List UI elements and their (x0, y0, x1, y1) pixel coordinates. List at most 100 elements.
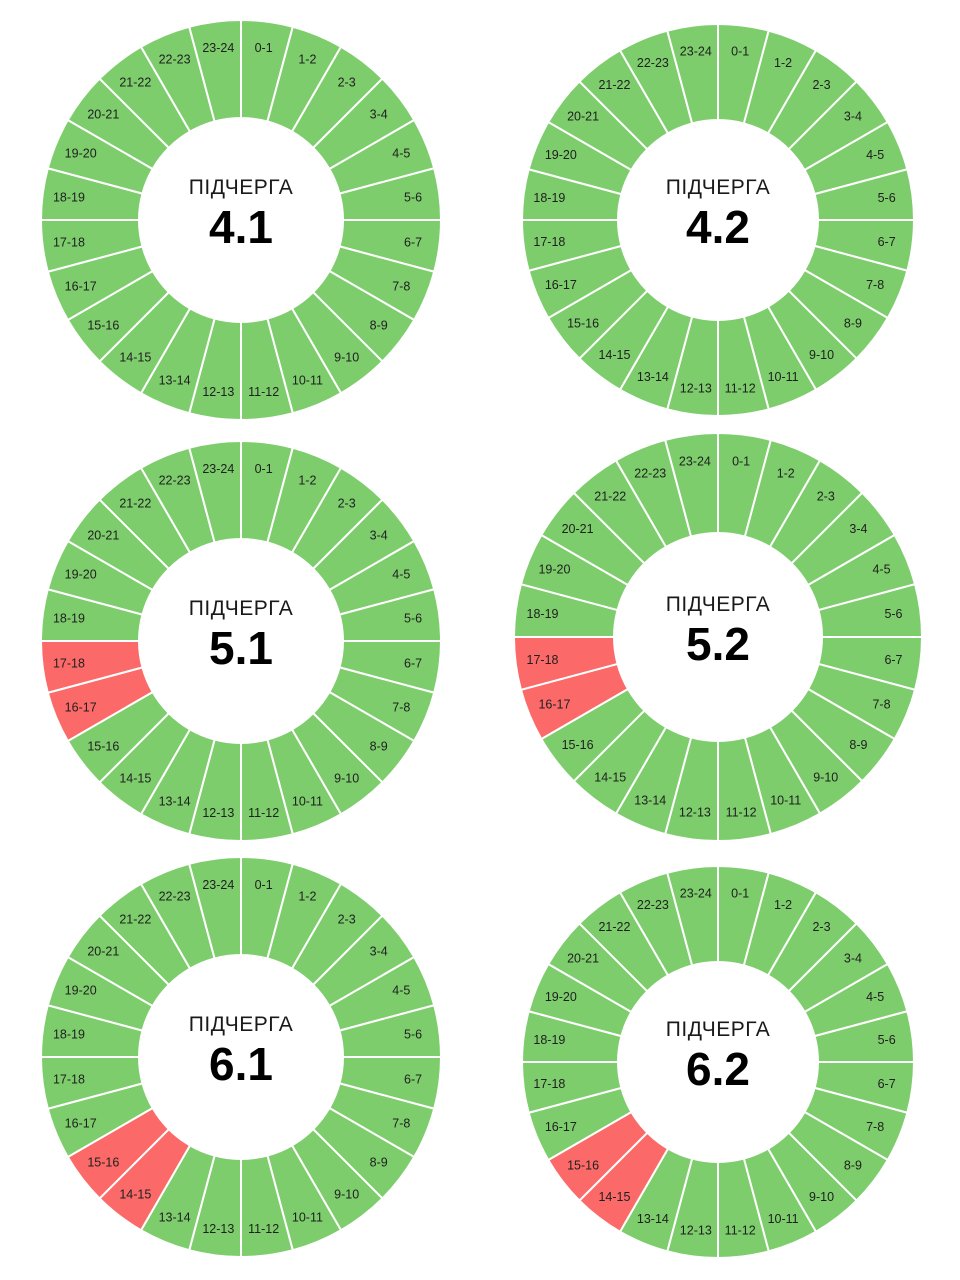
hour-label: 12-13 (202, 806, 234, 820)
hour-label: 11-12 (248, 1222, 279, 1236)
hour-label: 2-3 (338, 496, 356, 510)
hour-label: 8-9 (844, 1159, 862, 1173)
wheel-title: ПІДЧЕРГА (665, 176, 771, 199)
hour-label: 23-24 (202, 462, 234, 476)
hour-label: 22-23 (637, 898, 669, 912)
hour-label: 8-9 (370, 740, 388, 754)
hour-label: 7-8 (392, 279, 410, 293)
wheel-title: ПІДЧЕРГА (665, 593, 771, 616)
hour-label: 4-5 (392, 147, 410, 161)
hour-label: 14-15 (119, 1188, 151, 1202)
hour-label: 16-17 (65, 279, 97, 293)
hour-label: 13-14 (159, 1210, 191, 1224)
hour-label: 11-12 (725, 1224, 756, 1238)
hour-label: 13-14 (634, 794, 666, 808)
hour-label: 14-15 (119, 772, 151, 786)
hour-label: 9-10 (334, 772, 359, 786)
wheel-chart: 0-1 1-2 2-3 3-4 4-5 5-6 6-7 7-8 8-9 9-10 10-11 11-1… (512, 431, 924, 843)
hour-label: 4-5 (392, 568, 410, 582)
wheel-title: ПІДЧЕРГА (188, 176, 294, 199)
hour-label: 18-19 (53, 611, 85, 625)
hour-label: 16-17 (65, 700, 97, 714)
hour-label: 23-24 (202, 878, 234, 892)
hour-label: 18-19 (533, 1033, 565, 1047)
hour-label: 19-20 (538, 562, 570, 576)
hour-label: 12-13 (202, 385, 234, 399)
hour-label: 6-7 (404, 236, 422, 250)
hour-label: 16-17 (538, 698, 570, 712)
hour-label: 14-15 (594, 770, 626, 784)
hour-label: 6-7 (878, 1077, 896, 1091)
hour-label: 0-1 (731, 886, 749, 900)
wheel-chart: 0-1 1-2 2-3 3-4 4-5 5-6 6-7 7-8 8-9 9-10 10-11 11-1… (39, 18, 443, 422)
hour-label: 22-23 (159, 890, 191, 904)
hour-label: 7-8 (866, 278, 884, 292)
hour-label: 1-2 (298, 890, 316, 904)
hour-label: 6-7 (884, 653, 902, 667)
hour-label: 23-24 (679, 455, 711, 469)
wheel-subqueue-4-2: 0-1 1-2 2-3 3-4 4-5 5-6 6-7 7-8 8-9 9-10 10-11 11-1… (520, 22, 916, 418)
hour-label: 10-11 (770, 794, 801, 808)
hour-label: 2-3 (338, 912, 356, 926)
wheel-chart: 0-1 1-2 2-3 3-4 4-5 5-6 6-7 7-8 8-9 9-10 10-11 11-1… (520, 22, 916, 418)
hour-label: 20-21 (87, 944, 119, 958)
hour-label: 18-19 (533, 191, 565, 205)
hour-label: 15-16 (567, 1159, 599, 1173)
hour-label: 20-21 (87, 107, 119, 121)
hour-label: 12-13 (679, 805, 711, 819)
hour-label: 7-8 (392, 1116, 410, 1130)
hour-label: 10-11 (292, 373, 323, 387)
hour-label: 3-4 (844, 109, 862, 123)
hour-label: 3-4 (370, 944, 388, 958)
wheel-subqueue-6-1: 0-1 1-2 2-3 3-4 4-5 5-6 6-7 7-8 8-9 9-10 10-11 11-1… (39, 855, 443, 1259)
hour-label: 10-11 (292, 1210, 323, 1224)
wheel-chart: 0-1 1-2 2-3 3-4 4-5 5-6 6-7 7-8 8-9 9-10 10-11 11-1… (520, 864, 916, 1260)
wheel-center: ПІДЧЕРГА 6.2 (520, 1018, 916, 1096)
hour-label: 0-1 (255, 878, 273, 892)
wheel-center: ПІДЧЕРГА 4.2 (520, 176, 916, 254)
segment-on-23-24 (666, 864, 719, 967)
hour-label: 13-14 (637, 370, 669, 384)
hour-label: 10-11 (768, 370, 799, 384)
hour-label: 12-13 (202, 1222, 234, 1236)
wheel-subqueue-6-2: 0-1 1-2 2-3 3-4 4-5 5-6 6-7 7-8 8-9 9-10 10-11 11-1… (520, 864, 916, 1260)
hour-label: 17-18 (527, 653, 559, 667)
wheel-number: 4.2 (686, 201, 750, 253)
hour-label: 21-22 (119, 912, 151, 926)
wheel-number: 6.1 (209, 1038, 273, 1090)
hour-label: 15-16 (87, 740, 119, 754)
hour-label: 5-6 (404, 1027, 422, 1041)
hour-label: 16-17 (65, 1116, 97, 1130)
wheel-title: ПІДЧЕРГА (188, 597, 294, 620)
hour-label: 10-11 (292, 794, 323, 808)
hour-label: 8-9 (370, 1156, 388, 1170)
hour-label: 18-19 (53, 1027, 85, 1041)
wheel-chart: 0-1 1-2 2-3 3-4 4-5 5-6 6-7 7-8 8-9 9-10 10-11 11-1… (39, 855, 443, 1259)
hour-label: 17-18 (53, 236, 85, 250)
hour-label: 7-8 (872, 698, 890, 712)
hour-label: 9-10 (809, 348, 834, 362)
hour-label: 4-5 (392, 984, 410, 998)
hour-label: 9-10 (809, 1190, 834, 1204)
wheel-subqueue-5-2: 0-1 1-2 2-3 3-4 4-5 5-6 6-7 7-8 8-9 9-10 10-11 11-1… (512, 431, 924, 843)
hour-label: 17-18 (533, 1077, 565, 1091)
hour-label: 6-7 (878, 235, 896, 249)
hour-label: 19-20 (545, 990, 577, 1004)
hour-label: 20-21 (567, 951, 599, 965)
hour-label: 1-2 (774, 56, 792, 70)
hour-label: 5-6 (878, 191, 896, 205)
hour-label: 16-17 (545, 1120, 577, 1134)
hour-label: 22-23 (634, 466, 666, 480)
segment-on-23-24 (666, 22, 719, 125)
hour-label: 2-3 (812, 920, 830, 934)
hour-label: 2-3 (812, 78, 830, 92)
hour-label: 13-14 (637, 1212, 669, 1226)
hour-label: 13-14 (159, 794, 191, 808)
hour-label: 21-22 (119, 496, 151, 510)
hour-label: 8-9 (849, 738, 867, 752)
hour-label: 3-4 (370, 528, 388, 542)
hour-label: 2-3 (338, 75, 356, 89)
hour-label: 22-23 (159, 474, 191, 488)
hour-label: 5-6 (404, 611, 422, 625)
hour-label: 3-4 (844, 951, 862, 965)
